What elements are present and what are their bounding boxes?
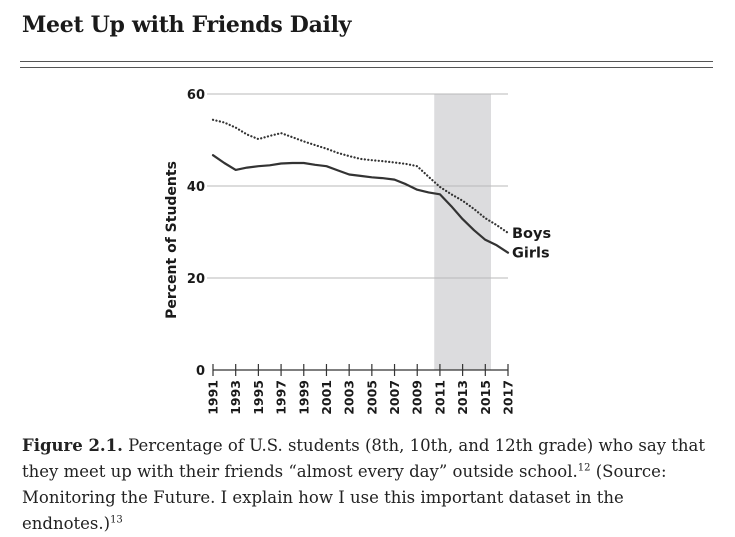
x-tick-label-2009: 2009	[410, 380, 425, 415]
x-tick-label-2007: 2007	[387, 380, 402, 415]
figure-caption: Figure 2.1. Percentage of U.S. students …	[22, 433, 718, 537]
shaded-period	[434, 94, 491, 370]
x-tick-label-1999: 1999	[296, 380, 311, 415]
line-chart: 0 20 40 60 1991 1993 1995 1997 1999 2001 2003 2005 2…	[0, 0, 735, 430]
x-tick-label-2015: 2015	[478, 380, 493, 415]
y-tick-label-60: 60	[187, 88, 205, 103]
series-label-girls: Girls	[512, 246, 550, 262]
x-tick-label-1997: 1997	[274, 380, 289, 415]
x-tick-label-2017: 2017	[501, 380, 516, 415]
y-tick-label-20: 20	[187, 272, 205, 287]
x-tick-label-2013: 2013	[455, 380, 470, 415]
y-tick-label-40: 40	[187, 180, 205, 195]
x-tick-label-2011: 2011	[432, 380, 447, 415]
x-tick-label-2001: 2001	[319, 380, 334, 415]
endnote-ref-12: 12	[578, 463, 591, 474]
x-tick-label-2005: 2005	[364, 380, 379, 415]
x-tick-label-1995: 1995	[251, 380, 266, 415]
figure-label: Figure 2.1.	[22, 436, 123, 455]
y-tick-label-0: 0	[196, 364, 205, 379]
x-tick-label-1991: 1991	[206, 380, 221, 415]
y-axis-title: Percent of Students	[164, 161, 180, 319]
x-tick-label-2003: 2003	[342, 380, 357, 415]
endnote-ref-13: 13	[110, 515, 123, 526]
series-label-boys: Boys	[512, 226, 551, 242]
x-tick-label-1993: 1993	[228, 380, 243, 415]
